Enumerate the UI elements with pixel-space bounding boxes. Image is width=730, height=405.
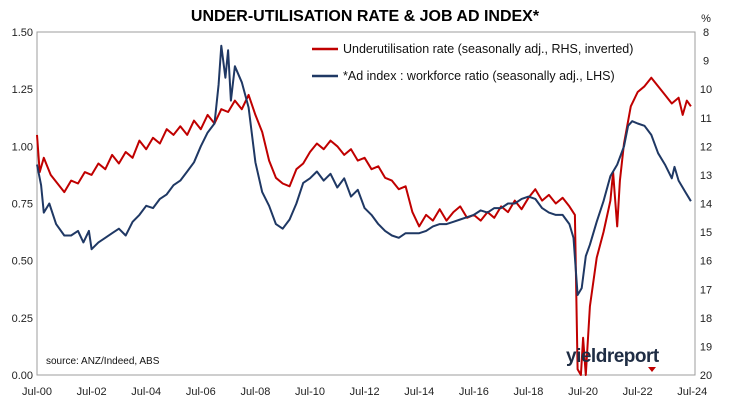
- right-axis-tick-label: 10: [700, 84, 712, 96]
- right-axis: 8 9 10 11 12 13 14 15 16 17 18 19 20: [700, 27, 712, 382]
- x-axis-tick-label: Jul-08: [240, 386, 270, 398]
- left-axis-tick-label: 0.50: [12, 256, 33, 268]
- brand-logo-text: yieldreport: [566, 346, 660, 367]
- right-axis-tick-label: 11: [700, 113, 711, 125]
- right-axis-tick-label: 18: [700, 313, 712, 325]
- brand-logo-marker: [648, 367, 656, 372]
- x-axis-tick-label: Jul-02: [77, 386, 107, 398]
- brand-logo-suffix: report: [607, 346, 660, 367]
- brand-logo: yieldreport: [566, 346, 660, 372]
- left-axis-tick-label: 1.00: [12, 141, 33, 153]
- right-axis-tick-label: 13: [700, 170, 712, 182]
- x-axis-tick-label: Jul-12: [350, 386, 380, 398]
- plot-area-frame: [36, 31, 696, 376]
- brand-logo-main: yield: [566, 346, 607, 367]
- left-axis-tick-label: 0.25: [12, 313, 33, 325]
- x-axis-tick-label: Jul-10: [295, 386, 325, 398]
- left-axis: 1.50 1.25 1.00 0.75 0.50 0.25 0.00: [12, 27, 33, 382]
- legend-label-underutilisation: Underutilisation rate (seasonally adj., …: [343, 42, 633, 56]
- x-axis-tick-label: Jul-00: [22, 386, 52, 398]
- series-line-underutilisation: [36, 76, 692, 376]
- right-axis-tick-label: 19: [700, 341, 712, 353]
- series-line-ad-index: [36, 44, 692, 296]
- right-axis-tick-label: 17: [700, 284, 712, 296]
- x-axis-tick-label: Jul-16: [459, 386, 489, 398]
- x-axis-tick-label: Jul-20: [568, 386, 598, 398]
- x-axis: Jul-00 Jul-02 Jul-04 Jul-06 Jul-08 Jul-10 Jul-…: [22, 386, 707, 398]
- legend-label-ad-index: *Ad index : workforce ratio (seasonally …: [343, 69, 615, 83]
- x-axis-tick-label: Jul-04: [131, 386, 161, 398]
- right-axis-tick-label: 14: [700, 199, 712, 211]
- x-axis-tick-label: Jul-24: [677, 386, 707, 398]
- right-axis-tick-label: 15: [700, 227, 712, 239]
- x-axis-tick-label: Jul-22: [623, 386, 653, 398]
- right-axis-tick-label: 12: [700, 141, 712, 153]
- left-axis-tick-label: 0.00: [12, 370, 33, 382]
- source-note: source: ANZ/Indeed, ABS: [46, 356, 160, 367]
- right-axis-tick-label: 8: [703, 27, 709, 39]
- right-axis-tick-label: 16: [700, 256, 712, 268]
- x-axis-tick-label: Jul-06: [186, 386, 216, 398]
- series-layer: [36, 44, 692, 376]
- right-axis-tick-label: 9: [703, 56, 709, 68]
- chart-title: UNDER-UTILISATION RATE & JOB AD INDEX*: [191, 8, 540, 25]
- x-axis-tick-label: Jul-14: [404, 386, 434, 398]
- left-axis-tick-label: 1.50: [12, 27, 33, 39]
- legend: Underutilisation rate (seasonally adj., …: [312, 42, 633, 83]
- left-axis-tick-label: 0.75: [12, 199, 33, 211]
- x-axis-tick-label: Jul-18: [513, 386, 543, 398]
- right-axis-tick-label: 20: [700, 370, 712, 382]
- left-axis-tick-label: 1.25: [12, 84, 33, 96]
- right-axis-unit: %: [701, 13, 711, 25]
